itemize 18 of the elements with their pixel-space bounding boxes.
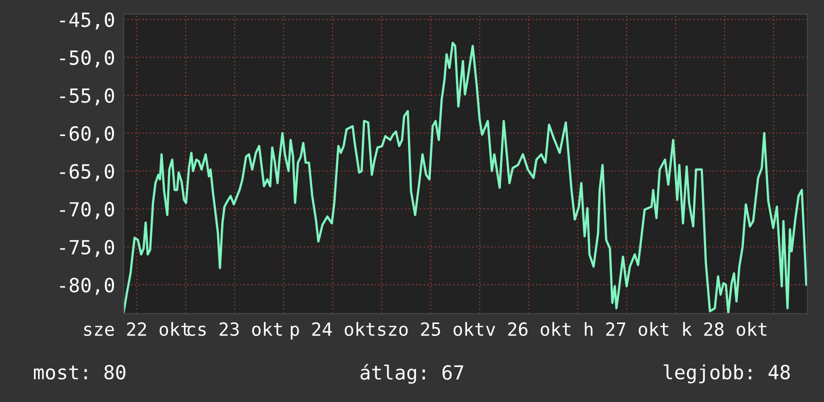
x-tick-label: v 26 okt [486,322,570,336]
x-tick-label: sze 22 okt [84,322,190,336]
x-tick-label: k 28 okt [683,322,766,336]
text: most: 80 [34,364,126,380]
x-tick-label: p 24 okt [290,322,374,340]
y-tick-label: -60,0 [60,126,114,144]
y-tick-label: -80,0 [60,278,114,295]
y-tick-label: -50,0 [60,50,114,68]
y-tick-label: -55,0 [60,88,114,106]
x-tick-label: h 27 okt [584,322,668,336]
y-tick-label: -65,0 [60,164,114,182]
x-tick-label: cs 23 okt [187,322,282,336]
y-tick-label: -45,0 [60,12,114,30]
x-tick-label: szo 25 okt [378,322,484,336]
y-tick-label: -70,0 [60,202,114,220]
text: átlag: 67 [360,364,464,384]
y-tick-label: -75,0 [60,240,114,257]
text: legjobb: 48 [664,364,790,384]
